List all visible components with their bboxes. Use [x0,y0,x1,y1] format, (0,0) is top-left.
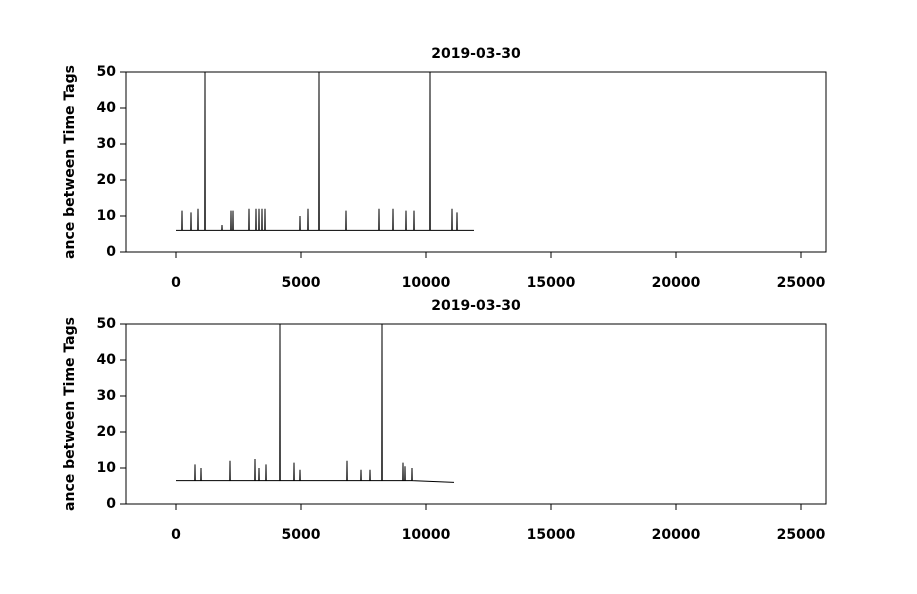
x-tick-label: 10000 [402,527,451,543]
y-axis-label: ance between Time Tags [62,317,78,511]
x-tick-label: 15000 [527,275,576,291]
y-tick-label: 10 [97,460,117,476]
y-tick-label: 50 [97,64,117,80]
x-tick-label: 5000 [282,527,321,543]
y-tick-label: 50 [97,316,117,332]
y-tick-label: 40 [97,100,117,116]
y-tick-label: 30 [97,388,117,404]
data-line [176,71,474,231]
chart-title: 2019-03-30 [431,46,521,62]
x-tick-label: 0 [171,527,181,543]
x-tick-label: 20000 [652,527,701,543]
x-tick-label: 25000 [777,275,826,291]
y-tick-label: 0 [106,496,116,512]
y-axis-label: ance between Time Tags [62,65,78,259]
x-tick-label: 15000 [527,527,576,543]
y-tick-label: 10 [97,208,117,224]
x-tick-label: 10000 [402,275,451,291]
y-tick-label: 20 [97,424,117,440]
y-tick-label: 40 [97,352,117,368]
plot-frame [125,323,827,505]
x-tick-label: 20000 [652,275,701,291]
chart-title: 2019-03-30 [431,298,521,314]
y-tick-label: 0 [106,244,116,260]
x-tick-label: 5000 [282,275,321,291]
y-tick-label: 20 [97,172,117,188]
x-tick-label: 25000 [777,527,826,543]
x-tick-label: 0 [171,275,181,291]
data-line [176,323,455,483]
plot-frame [125,71,827,253]
y-tick-label: 30 [97,136,117,152]
